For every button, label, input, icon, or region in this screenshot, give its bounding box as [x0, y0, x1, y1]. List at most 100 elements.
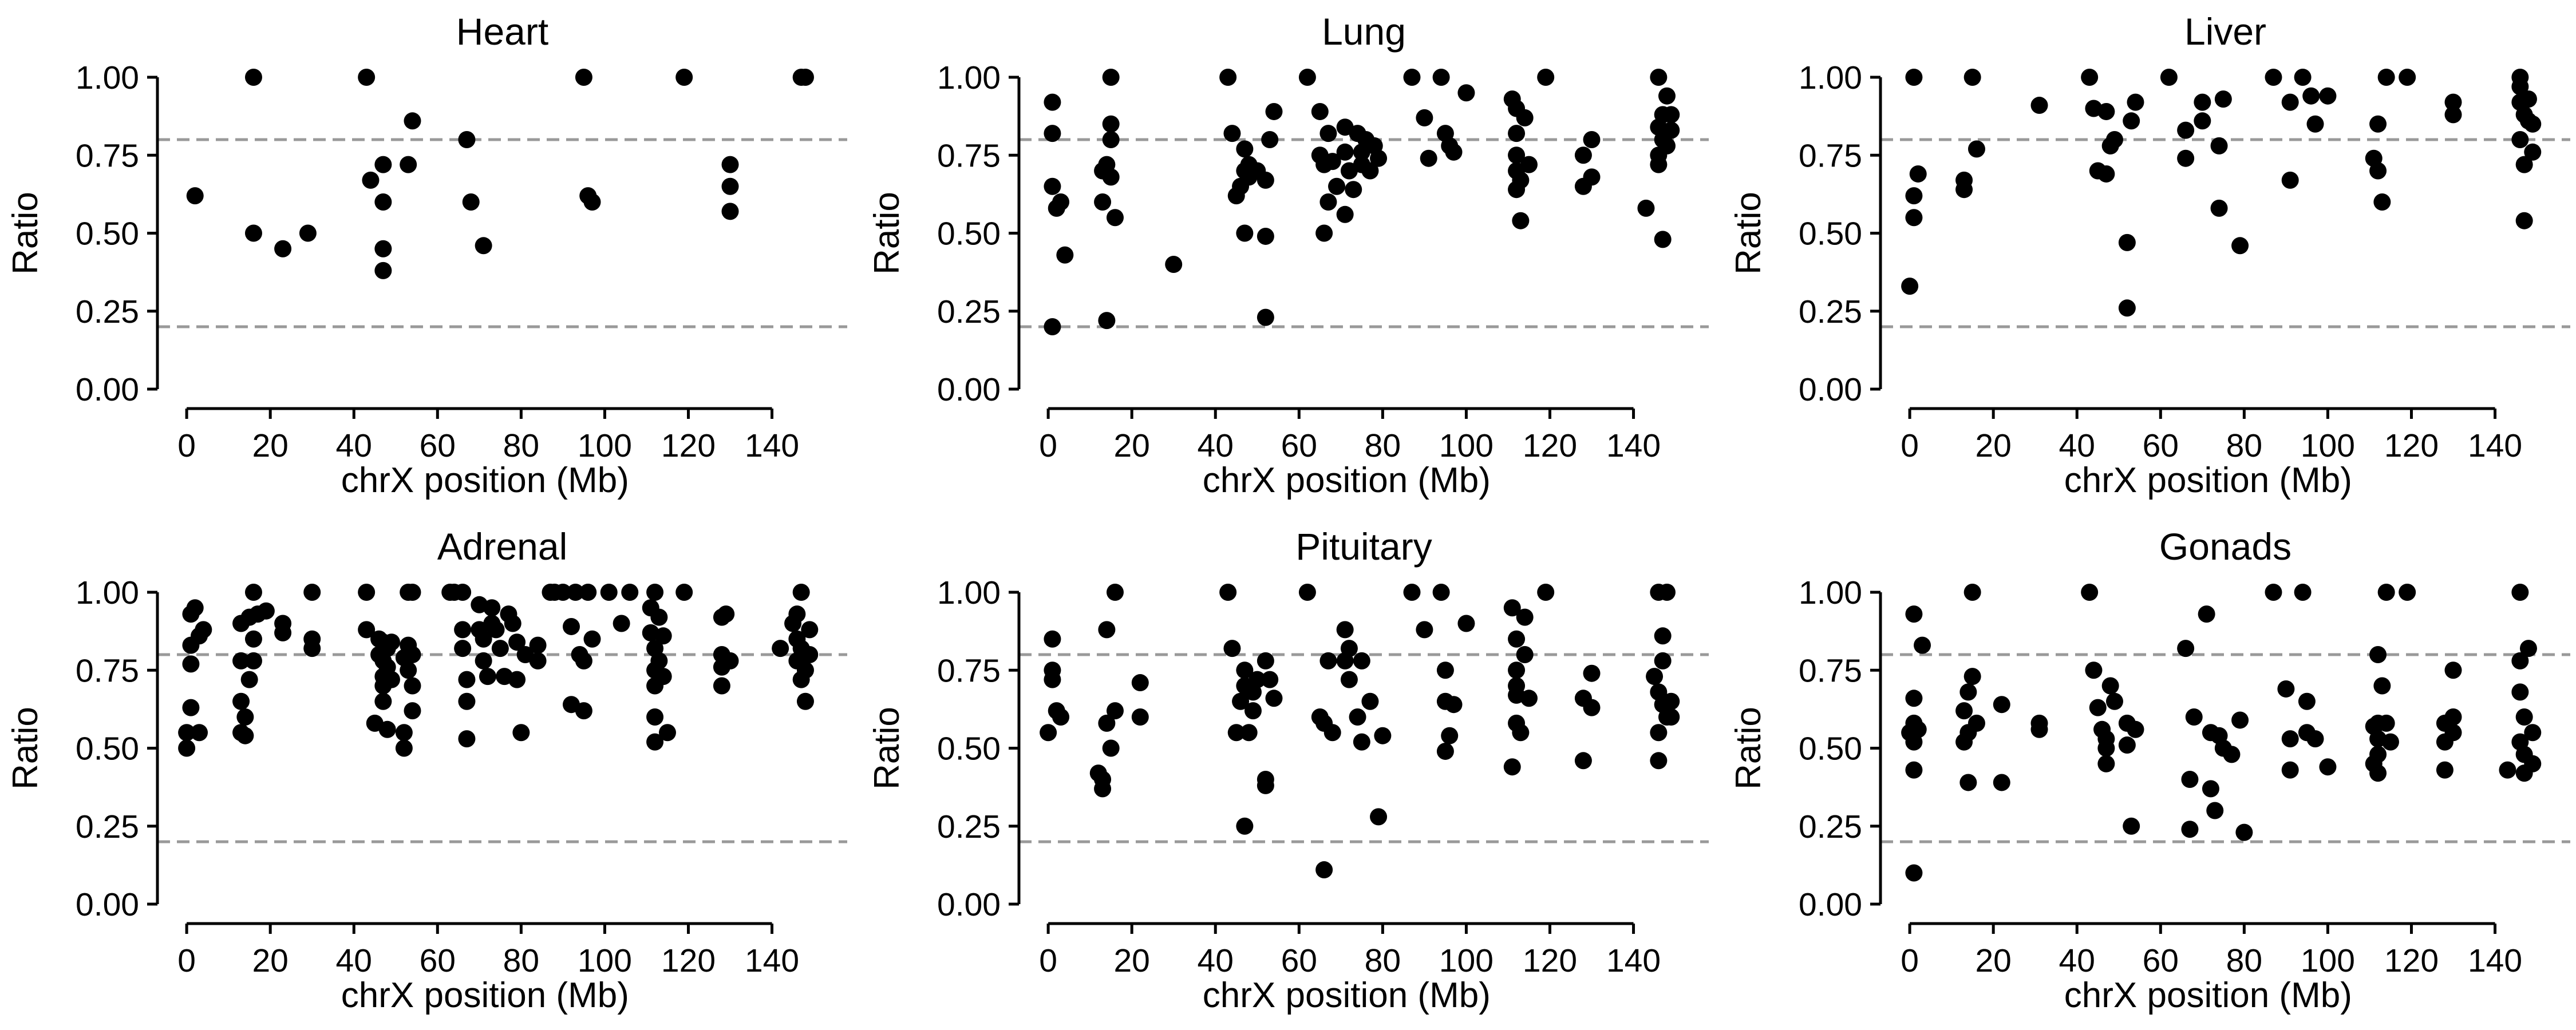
data-point	[2515, 708, 2533, 726]
y-axis-title: Ratio	[6, 707, 45, 790]
y-tick-label: 0.75	[76, 652, 139, 689]
data-point	[1098, 714, 1116, 732]
data-point	[2444, 661, 2462, 679]
data-point	[186, 599, 204, 617]
panel-pituitary: Pituitary 0.00 0.25 0.50 0.75 1.00 Ratio 0 20 40 6…	[867, 525, 1709, 1015]
data-point	[1370, 808, 1388, 826]
data-point	[1993, 774, 2010, 791]
data-point	[1044, 177, 1061, 195]
data-point	[1441, 727, 1459, 744]
x-tick-label: 120	[1523, 427, 1577, 464]
data-point	[1319, 193, 1337, 211]
y-axis-title: Ratio	[1729, 707, 1768, 790]
data-point	[2177, 149, 2195, 167]
data-point	[1165, 256, 1183, 273]
data-point	[475, 652, 492, 670]
data-point	[646, 708, 664, 726]
data-point	[2373, 677, 2391, 695]
data-point	[1052, 708, 1070, 726]
data-point	[2123, 112, 2140, 130]
data-point	[621, 584, 639, 601]
data-point	[2210, 137, 2228, 154]
data-point	[1257, 777, 1274, 794]
data-point	[1098, 312, 1116, 330]
data-point	[1336, 621, 1354, 639]
data-point	[2194, 93, 2211, 111]
data-point	[1905, 209, 1923, 227]
data-point	[2265, 69, 2282, 86]
data-point	[1574, 146, 1592, 164]
data-point	[2281, 171, 2299, 189]
data-point	[1403, 69, 1421, 86]
data-point	[2231, 711, 2249, 729]
data-point	[236, 708, 254, 726]
data-point	[1445, 143, 1463, 161]
data-point	[358, 621, 376, 639]
panel-title: Pituitary	[1295, 525, 1432, 568]
data-point	[2381, 733, 2399, 751]
data-point	[191, 724, 208, 742]
data-point	[195, 621, 212, 639]
data-point	[1223, 125, 1241, 142]
data-point	[1905, 761, 1923, 779]
data-point	[2294, 69, 2312, 86]
data-point	[2181, 821, 2199, 838]
data-point	[182, 655, 200, 673]
data-point	[1102, 115, 1120, 133]
data-point	[1227, 724, 1245, 742]
data-point	[374, 692, 392, 710]
data-point	[2511, 652, 2529, 670]
data-point	[1219, 584, 1237, 601]
data-point	[529, 652, 547, 670]
data-point	[2511, 584, 2529, 601]
data-point	[1340, 640, 1358, 657]
panel-gonads: Gonads 0.00 0.25 0.50 0.75 1.00 Ratio 0 20 40 60 80…	[1729, 525, 2570, 1015]
data-point	[654, 668, 672, 686]
data-point	[1420, 149, 1437, 167]
data-point	[2511, 78, 2529, 96]
data-point	[1637, 199, 1655, 217]
data-point	[454, 584, 472, 601]
data-point	[2519, 90, 2537, 108]
data-point	[395, 724, 413, 742]
data-point	[1265, 690, 1283, 707]
data-point	[1508, 630, 1526, 648]
data-point	[2281, 730, 2299, 748]
data-point	[2231, 237, 2249, 255]
y-tick-label: 0.25	[1799, 809, 1862, 845]
data-point	[646, 584, 664, 601]
data-point	[1319, 652, 1337, 670]
y-tick-label: 0.75	[1799, 137, 1862, 174]
data-point	[1512, 171, 1530, 189]
data-point	[796, 69, 814, 86]
data-point	[2519, 640, 2537, 657]
data-point	[1537, 584, 1555, 601]
data-point	[1044, 125, 1061, 142]
x-tick-label: 40	[2059, 427, 2095, 464]
data-point	[650, 652, 668, 670]
data-point	[646, 733, 664, 751]
y-tick-label: 0.50	[937, 216, 1001, 252]
data-point	[1044, 93, 1061, 111]
data-point	[274, 615, 292, 632]
data-point	[1650, 724, 1668, 742]
data-point	[1353, 733, 1370, 751]
data-point	[2511, 131, 2529, 148]
x-tick-label: 20	[1975, 427, 2011, 464]
y-tick-label: 0.00	[1799, 371, 1862, 408]
x-axis-title: chrX position (Mb)	[2064, 461, 2352, 500]
data-point	[1583, 664, 1601, 682]
data-point	[2524, 724, 2542, 742]
y-axis-title: Ratio	[867, 707, 907, 790]
x-tick-label: 80	[503, 942, 539, 979]
data-point	[1909, 720, 1927, 738]
data-point	[182, 699, 200, 716]
data-point	[1662, 106, 1680, 124]
data-point	[232, 652, 250, 670]
data-point	[2105, 131, 2123, 148]
data-point	[1340, 671, 1358, 688]
data-point	[1650, 69, 1668, 86]
x-tick-label: 120	[661, 427, 716, 464]
data-point	[400, 156, 417, 173]
x-tick-label: 140	[2468, 942, 2522, 979]
